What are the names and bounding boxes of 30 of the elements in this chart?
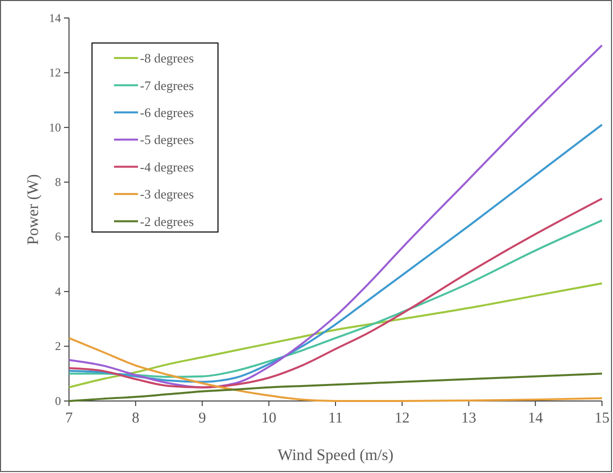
x-tick-label: 8 [132, 410, 140, 426]
y-tick-label: 12 [49, 66, 61, 80]
x-axis-title: Wind Speed (m/s) [278, 447, 394, 464]
y-tick-label: 14 [49, 10, 61, 25]
y-tick-label: 0 [55, 394, 61, 408]
x-tick-label: 11 [328, 410, 343, 426]
line-series [68, 282, 603, 388]
line-series [68, 44, 603, 388]
y-tick-label: 10 [49, 120, 61, 134]
legend-label: -5 degrees [140, 132, 194, 148]
y-axis-title: Power (W) [25, 174, 42, 245]
legend-label: -8 degrees [140, 50, 194, 66]
x-tick-label: 15 [594, 410, 610, 426]
legend-label: -6 degrees [140, 104, 194, 120]
y-tick-label: 2 [55, 339, 61, 354]
legend-label: -4 degrees [140, 159, 194, 174]
x-tick-label: 7 [65, 410, 74, 426]
y-tick-label: 6 [55, 230, 61, 244]
x-tick-label: 13 [461, 410, 476, 426]
x-tick-label: 9 [198, 410, 206, 426]
legend-label: -3 degrees [140, 186, 194, 202]
x-tick-label: 12 [394, 410, 410, 426]
x-tick-label: 14 [528, 410, 544, 426]
y-tick-label: 4 [55, 284, 61, 298]
line-series [68, 219, 603, 378]
legend-label: -7 degrees [140, 78, 194, 93]
y-tick-label: 8 [55, 174, 61, 189]
legend-label: -2 degrees [140, 214, 194, 229]
x-tick-label: 10 [261, 410, 276, 426]
line-series [68, 124, 603, 383]
